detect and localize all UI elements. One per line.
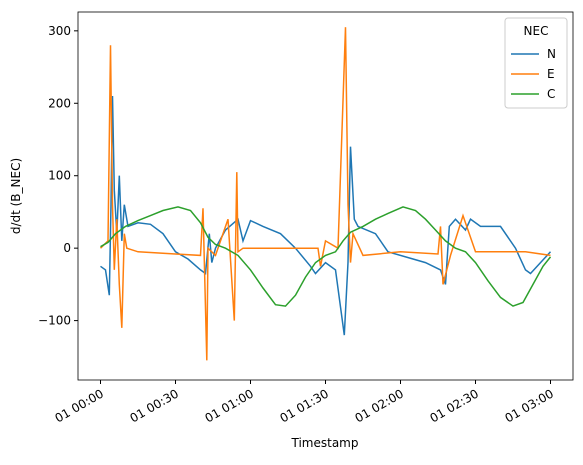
x-tick-label: 01 02:30 — [428, 386, 481, 425]
x-tick-label: 01 02:00 — [353, 386, 406, 425]
series-line — [100, 95, 552, 336]
legend-title: NEC — [524, 24, 549, 38]
plot-frame — [77, 11, 574, 381]
legend-label: C — [547, 87, 555, 101]
y-tick-label: 200 — [48, 96, 71, 110]
legend-label: E — [547, 67, 555, 81]
x-axis-label: Timestamp — [291, 436, 359, 450]
y-tick-label: 0 — [63, 241, 71, 255]
legend-box — [504, 17, 568, 109]
x-tick-label: 01 00:00 — [53, 386, 106, 425]
y-tick-label: 100 — [48, 169, 71, 183]
x-tick-label: 01 01:00 — [203, 386, 256, 425]
series-line — [99, 27, 551, 361]
series-line — [100, 206, 552, 307]
x-tick-label: 01 01:30 — [278, 386, 331, 425]
y-axis-label: d/dt (B_NEC) — [9, 158, 23, 234]
legend-label: N — [547, 47, 556, 61]
x-tick-label: 01 03:00 — [503, 386, 556, 425]
x-tick-label: 01 00:30 — [128, 386, 181, 425]
y-tick-label: −100 — [38, 314, 71, 328]
y-tick-label: 300 — [48, 24, 71, 38]
